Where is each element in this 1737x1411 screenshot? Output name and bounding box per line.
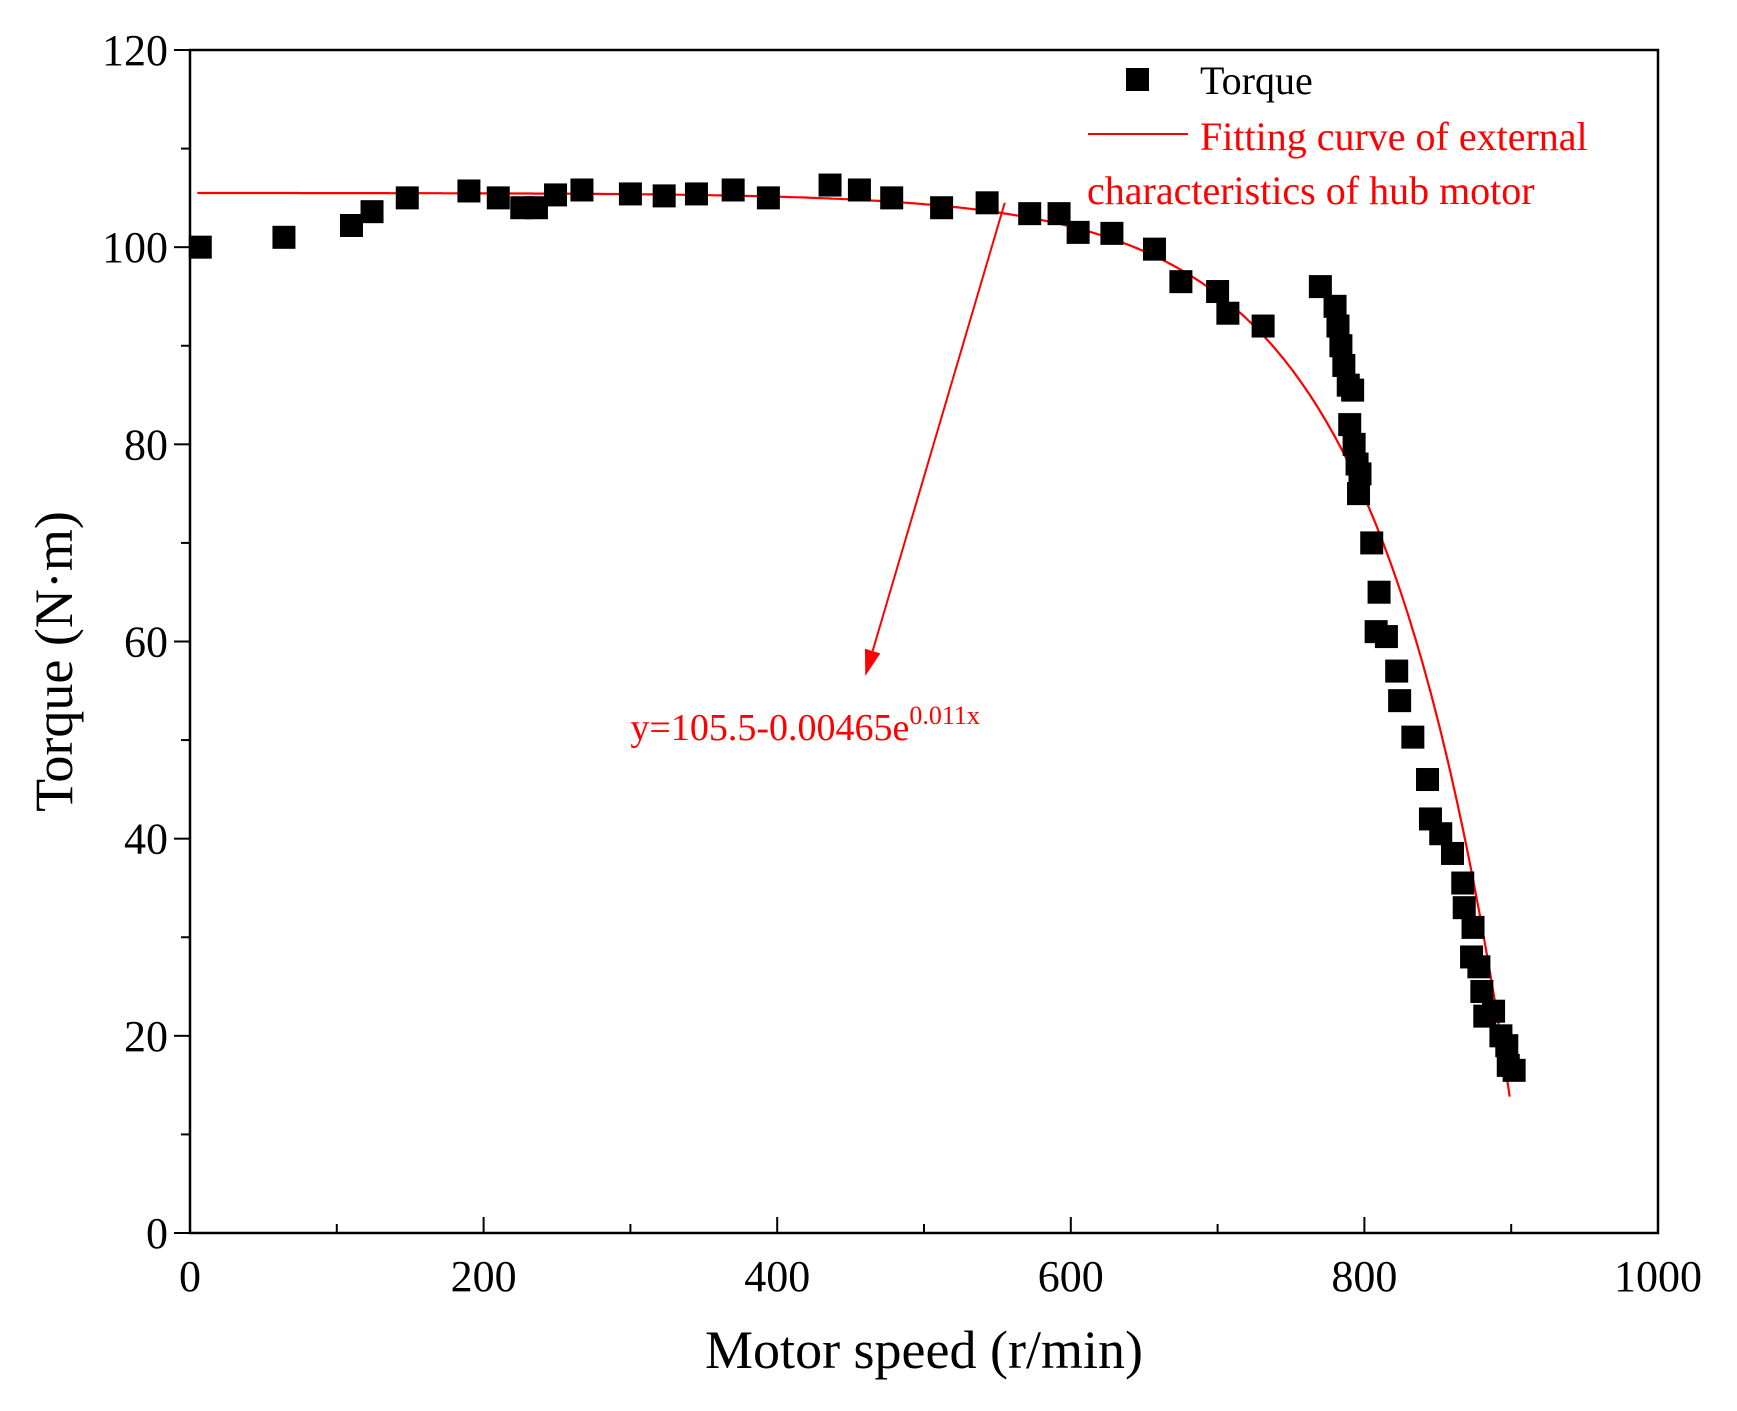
- data-point: [1323, 294, 1347, 318]
- data-point: [1385, 659, 1409, 683]
- data-point: [1367, 580, 1391, 604]
- legend: Torque Fitting curve of external charact…: [1087, 58, 1588, 213]
- data-point: [618, 182, 642, 206]
- data-point: [1440, 841, 1464, 865]
- equation-annotation: y=105.5-0.00465e0.011x: [630, 202, 1006, 749]
- data-point: [570, 178, 594, 202]
- data-point: [1018, 202, 1042, 226]
- data-point: [339, 213, 363, 237]
- data-point: [1451, 871, 1475, 895]
- data-point: [188, 235, 212, 259]
- data-point: [721, 178, 745, 202]
- fit-equation-exponent: 0.011x: [909, 701, 980, 730]
- fit-equation: y=105.5-0.00465e0.011x: [630, 701, 980, 749]
- x-tick-label: 200: [451, 1252, 517, 1301]
- data-point: [1251, 314, 1275, 338]
- x-axis: 0 200 400 600 800 1000: [179, 1217, 1702, 1301]
- y-axis: 0 20 40 60 80 100 120: [102, 26, 190, 1258]
- data-point: [1360, 531, 1384, 555]
- data-point: [1347, 482, 1371, 506]
- data-point: [1066, 220, 1090, 244]
- data-point: [1482, 999, 1506, 1023]
- data-point: [1374, 625, 1398, 649]
- data-point: [1342, 432, 1366, 456]
- y-tick-label: 40: [124, 815, 168, 864]
- data-point: [930, 196, 954, 220]
- data-point: [1206, 280, 1230, 304]
- data-point: [1429, 822, 1453, 846]
- fit-curve-layer: [197, 191, 1511, 1097]
- data-point: [457, 179, 481, 203]
- y-tick-label: 80: [124, 420, 168, 469]
- data-point: [524, 196, 548, 220]
- data-point: [1452, 896, 1476, 920]
- y-tick-label: 120: [102, 26, 168, 75]
- data-point: [395, 186, 419, 210]
- data-point: [818, 173, 842, 197]
- data-point: [880, 186, 904, 210]
- y-tick-label: 20: [124, 1012, 168, 1061]
- y-tick-label: 60: [124, 618, 168, 667]
- data-point: [756, 186, 780, 210]
- data-point: [1416, 768, 1440, 792]
- x-tick-label: 600: [1038, 1252, 1104, 1301]
- data-point: [684, 182, 708, 206]
- plot-frame: [188, 48, 1660, 1235]
- data-point: [360, 200, 384, 224]
- legend-label-torque: Torque: [1200, 58, 1313, 103]
- data-point: [1308, 275, 1332, 299]
- legend-label-fit-line1: Fitting curve of external: [1200, 114, 1588, 159]
- equation-arrow-head: [864, 648, 881, 677]
- data-point: [1348, 462, 1372, 486]
- data-point: [1216, 301, 1240, 325]
- data-point: [1401, 725, 1425, 749]
- data-point: [1332, 353, 1356, 377]
- x-tick-label: 800: [1331, 1252, 1397, 1301]
- data-point: [486, 186, 510, 210]
- y-tick-label: 0: [146, 1209, 168, 1258]
- data-point: [544, 183, 568, 207]
- data-point: [1169, 270, 1193, 294]
- data-point: [1470, 979, 1494, 1003]
- data-point: [1341, 378, 1365, 402]
- data-point: [272, 225, 296, 249]
- equation-arrow: [871, 202, 1006, 652]
- x-tick-label: 400: [744, 1252, 810, 1301]
- data-points-layer: [188, 173, 1526, 1082]
- legend-label-fit-line2: characteristics of hub motor: [1087, 168, 1535, 213]
- data-point: [652, 184, 676, 208]
- data-point: [975, 191, 999, 215]
- x-axis-title: Motor speed (r/min): [705, 1320, 1143, 1380]
- x-tick-label: 0: [179, 1252, 201, 1301]
- x-tick-label: 1000: [1614, 1252, 1702, 1301]
- y-tick-label: 100: [102, 223, 168, 272]
- fit-equation-base: y=105.5-0.00465e: [630, 707, 909, 749]
- data-point: [1142, 237, 1166, 261]
- plot-area: [188, 48, 1660, 1235]
- data-point: [1495, 1034, 1519, 1058]
- data-point: [1502, 1058, 1526, 1082]
- data-point: [1338, 413, 1362, 437]
- data-point: [1100, 221, 1124, 245]
- fit-curve: [197, 191, 1511, 1097]
- data-point: [1467, 955, 1491, 979]
- legend-marker-torque: [1126, 68, 1149, 91]
- data-point: [1329, 334, 1353, 358]
- data-point: [847, 178, 871, 202]
- data-point: [1047, 202, 1071, 226]
- y-axis-title: Torque (N·m): [24, 511, 84, 812]
- data-point: [1388, 689, 1412, 713]
- data-point: [1326, 314, 1350, 338]
- data-point: [1461, 915, 1485, 939]
